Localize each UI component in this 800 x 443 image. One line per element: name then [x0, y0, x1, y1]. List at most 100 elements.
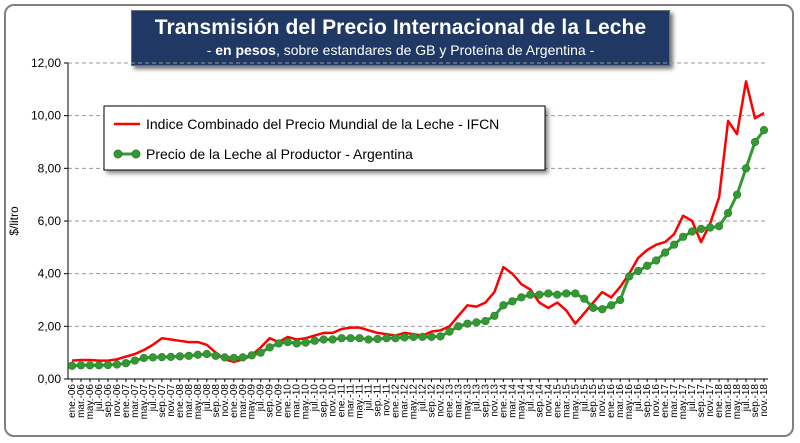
- x-tick-label: nov.-06: [112, 384, 123, 417]
- data-point-argentina: [121, 359, 131, 368]
- data-point-argentina: [679, 232, 688, 241]
- x-tick-label: ene.-07: [121, 384, 132, 418]
- x-tick-label: nov.-08: [220, 384, 231, 417]
- data-point-argentina: [184, 351, 193, 360]
- data-point-argentina: [598, 305, 607, 314]
- data-point-argentina: [472, 318, 481, 327]
- x-tick-label: ene.-14: [498, 384, 509, 418]
- data-point-argentina: [418, 332, 427, 341]
- x-tick-label: may.-17: [678, 384, 689, 420]
- data-point-argentina: [238, 353, 247, 362]
- chart-title: Transmisión del Precio Internacional de …: [154, 16, 647, 39]
- data-point-argentina: [723, 209, 733, 218]
- data-point-argentina: [355, 334, 364, 343]
- x-tick-label: jul.-16: [633, 384, 644, 413]
- data-point-argentina: [553, 290, 562, 299]
- data-point-argentina: [76, 361, 86, 370]
- x-tick-label: ene.-08: [175, 384, 186, 418]
- data-point-argentina: [130, 356, 140, 365]
- x-tick-label: mar.-17: [669, 384, 680, 418]
- x-tick-label: may.-18: [732, 384, 743, 420]
- x-tick-label: nov.-18: [759, 384, 770, 417]
- data-point-argentina: [202, 349, 211, 359]
- x-tick-label: jul.-10: [310, 384, 321, 413]
- data-point-argentina: [571, 289, 580, 298]
- data-point-argentina: [696, 224, 706, 233]
- data-point-argentina: [741, 164, 751, 173]
- x-tick-label: ene.-12: [391, 384, 402, 418]
- x-tick-label: mar.-10: [292, 384, 303, 418]
- data-point-argentina: [139, 353, 148, 363]
- x-tick-label: jul.-12: [417, 384, 428, 413]
- data-point-argentina: [481, 316, 490, 326]
- data-point-argentina: [589, 303, 598, 313]
- x-tick-label: ene.-16: [606, 384, 617, 418]
- data-point-argentina: [463, 319, 472, 328]
- x-tick-label: may.-06: [85, 384, 96, 420]
- x-tick-label: mar.-13: [453, 384, 464, 418]
- x-tick-label: sep.-15: [588, 384, 599, 418]
- data-point-argentina: [705, 223, 715, 232]
- x-tick-label: nov.-13: [489, 384, 500, 417]
- y-axis-label: $/litro: [7, 206, 21, 236]
- data-point-argentina: [445, 327, 454, 336]
- x-tick-label: mar.-09: [238, 384, 249, 418]
- x-tick-label: nov.-12: [435, 384, 446, 417]
- data-point-argentina: [373, 334, 382, 344]
- x-tick-label: may.-08: [193, 384, 204, 420]
- x-tick-label: jul.-06: [94, 384, 105, 413]
- x-tick-label: sep.-11: [373, 384, 384, 417]
- y-tick-label: 12,00: [31, 56, 61, 70]
- x-tick-label: jul.-08: [202, 384, 213, 413]
- y-tick-labels: 0,00 2,00 4,00 6,00 8,00 10,00 12,00: [31, 56, 68, 386]
- x-tick-label: nov.-09: [274, 384, 285, 417]
- data-point-argentina: [409, 332, 418, 341]
- data-point-argentina: [328, 335, 337, 344]
- data-point-argentina: [175, 352, 184, 361]
- data-point-argentina: [391, 334, 400, 343]
- data-point-argentina: [732, 190, 742, 199]
- data-point-argentina: [157, 353, 166, 362]
- x-tick-label: ene.-17: [660, 384, 671, 418]
- data-point-argentina: [67, 361, 77, 370]
- x-tick-label: sep.-08: [211, 384, 222, 418]
- chart-subtitle: - en pesos, sobre estandares de GB y Pro…: [132, 42, 669, 58]
- subtitle-prefix: -: [206, 42, 216, 58]
- data-point-argentina: [112, 360, 122, 369]
- x-tick-label: sep.-07: [157, 384, 168, 418]
- x-tick-label: mar.-16: [615, 384, 626, 418]
- data-point-argentina: [346, 334, 355, 343]
- x-tick-label: mar.-12: [400, 384, 411, 418]
- x-tick-label: mar.-18: [723, 384, 734, 418]
- y-tick-label: 0,00: [38, 372, 62, 386]
- x-tick-label: sep.-13: [480, 384, 491, 418]
- data-point-argentina: [283, 338, 292, 347]
- data-point-argentina: [364, 335, 373, 344]
- x-tick-label: jul.-18: [741, 384, 752, 413]
- data-point-argentina: [634, 266, 643, 276]
- x-tick-label: nov.-14: [543, 384, 554, 417]
- data-point-argentina: [643, 261, 652, 270]
- data-point-argentina: [750, 137, 760, 147]
- x-tick-label: jul.-11: [364, 384, 375, 412]
- x-tick-label: sep.-06: [103, 384, 114, 418]
- x-tick-label: nov.-17: [705, 384, 716, 417]
- x-tick-label: sep.-14: [534, 384, 545, 418]
- x-tick-label: sep.-17: [696, 384, 707, 418]
- x-tick-label: jul.-13: [471, 384, 482, 413]
- x-tick-labels: ene.-06mar.-06may.-06jul.-06sep.-06nov.-…: [67, 379, 770, 419]
- grid-lines: [68, 62, 768, 327]
- data-point-argentina: [310, 336, 319, 345]
- data-point-argentina: [85, 361, 95, 370]
- data-point-argentina: [607, 301, 616, 310]
- data-point-argentina: [580, 294, 589, 303]
- data-point-argentina: [616, 295, 625, 305]
- x-tick-label: jul.-07: [148, 384, 159, 413]
- data-point-argentina: [193, 350, 202, 359]
- x-tick-label: mar.-15: [561, 384, 572, 418]
- x-tick-label: ene.-10: [283, 384, 294, 418]
- x-tick-label: ene.-15: [552, 384, 563, 418]
- x-tick-label: sep.-12: [426, 384, 437, 418]
- x-tick-label: may.-15: [570, 384, 581, 420]
